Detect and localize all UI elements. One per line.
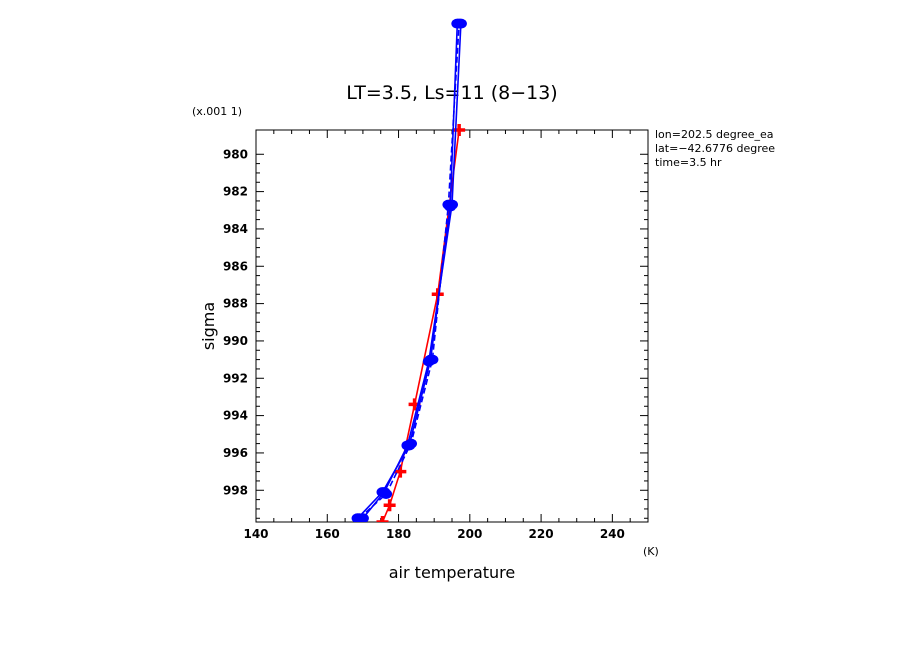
y-tick-label: 980 <box>223 147 248 161</box>
series-3 <box>356 18 467 522</box>
y-tick-label: 998 <box>223 483 248 497</box>
data-point-marker <box>376 516 389 522</box>
y-tick-label: 990 <box>223 334 248 348</box>
series-line <box>357 23 459 519</box>
annotation-lat: lat=−42.6776 degree <box>655 142 775 155</box>
series-line <box>362 23 462 519</box>
y-tick-label: 984 <box>223 222 248 236</box>
data-point-marker <box>383 499 396 512</box>
data-point-marker <box>378 487 391 498</box>
x-tick-label: 160 <box>315 527 340 541</box>
x-tick-label: 180 <box>386 527 411 541</box>
series-line <box>381 129 460 522</box>
data-point-marker <box>446 199 458 210</box>
x-tick-label: 240 <box>600 527 625 541</box>
y-tick-label: 988 <box>223 297 248 311</box>
data-point-marker <box>422 356 435 367</box>
series-layer <box>351 18 467 522</box>
chart-title: LT=3.5, Ls=11 (8−13) <box>346 82 557 104</box>
x-tick-label: 140 <box>243 527 268 541</box>
y-tick-label: 992 <box>223 371 248 385</box>
x-axis-label: air temperature <box>389 563 515 582</box>
axis-ticks: 140 160 180 200 220 240 980 982 984 986 988 990 992 9… <box>223 130 649 541</box>
y-tick-label: 986 <box>223 259 248 273</box>
data-point-marker <box>454 18 467 29</box>
data-point-marker <box>356 513 369 522</box>
data-point-marker <box>394 465 407 478</box>
x-tick-label: 200 <box>457 527 482 541</box>
annotation-time: time=3.5 hr <box>655 156 722 169</box>
y-tick-label: 982 <box>223 185 248 199</box>
series-line <box>358 23 460 519</box>
x-unit-label: (K) <box>643 545 659 558</box>
y-axis-label: sigma <box>199 302 218 350</box>
y-multiplier-label: (x.001 1) <box>192 105 242 118</box>
data-point-marker <box>401 440 414 451</box>
x-tick-label: 220 <box>529 527 554 541</box>
y-tick-label: 994 <box>223 409 248 423</box>
y-tick-label: 996 <box>223 446 248 460</box>
annotation-lon: lon=202.5 degree_ea <box>655 128 774 141</box>
